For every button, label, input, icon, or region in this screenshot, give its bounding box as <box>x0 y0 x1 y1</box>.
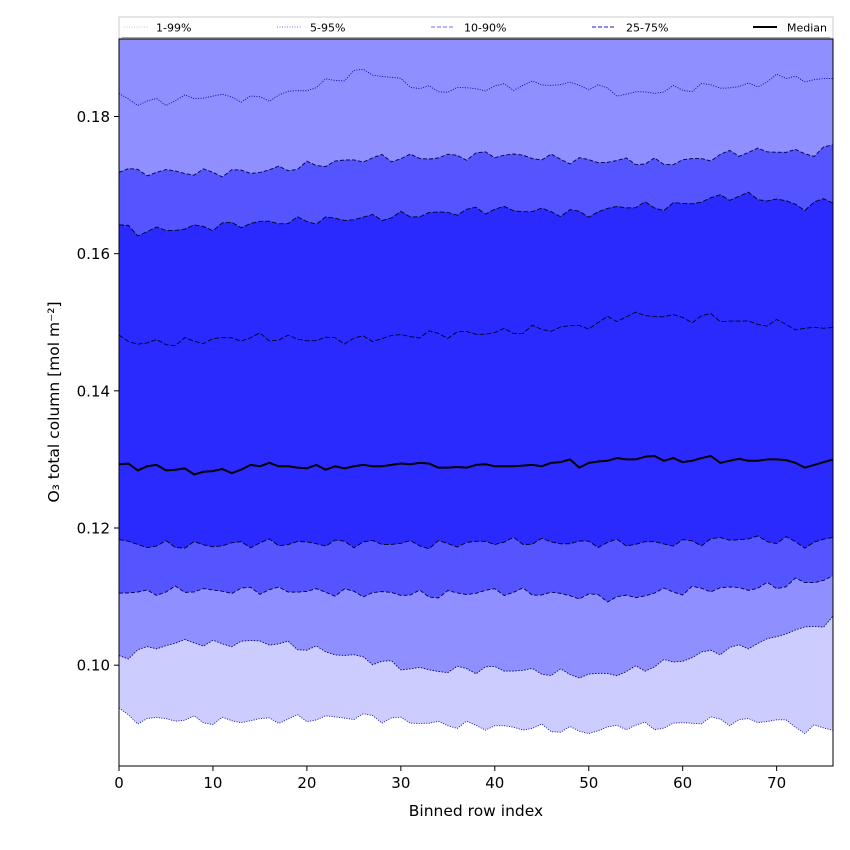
y-tick-label: 0.18 <box>77 108 110 126</box>
x-axis-label: Binned row index <box>409 802 543 820</box>
x-tick-label: 30 <box>391 774 410 792</box>
median-layer <box>119 455 833 476</box>
y-axis-label: O₃ total column [mol m⁻²] <box>45 301 63 502</box>
percentile-bands <box>119 39 833 735</box>
legend-label: Median <box>787 22 827 35</box>
legend-label: 10-90% <box>464 22 506 35</box>
x-tick-label: 20 <box>297 774 316 792</box>
legend-label: 1-99% <box>156 22 191 35</box>
band-lower-edge-5-95% <box>119 615 833 679</box>
legend-label: 5-95% <box>310 22 345 35</box>
y-tick-label: 0.16 <box>77 245 110 263</box>
band-lower-edge-10-90% <box>119 575 833 603</box>
band-upper-edge-10-90% <box>119 144 833 178</box>
x-tick-label: 70 <box>767 774 786 792</box>
band-lower-edge-1-99% <box>119 707 833 735</box>
median-line <box>119 455 833 476</box>
band-upper-edge-1-99% <box>119 68 833 107</box>
band-inner-edge <box>119 311 833 347</box>
band-lower-edge-25-75% <box>119 535 833 550</box>
x-tick-label: 0 <box>114 774 124 792</box>
x-axis: 0 10 20 30 40 50 60 70 <box>114 766 786 792</box>
y-tick-label: 0.12 <box>77 520 110 538</box>
y-tick-label: 0.14 <box>77 382 110 400</box>
y-axis: 0.10 0.12 0.14 0.16 0.18 <box>77 108 119 675</box>
plot-frame <box>118 38 834 767</box>
band-fill-25-75% <box>119 192 833 549</box>
legend: 1-99% 5-95% 10-90% 25-75% Median <box>118 16 834 39</box>
x-tick-label: 40 <box>485 774 504 792</box>
x-tick-label: 50 <box>579 774 598 792</box>
x-tick-label: 60 <box>673 774 692 792</box>
band-upper-edge-25-75% <box>119 191 833 237</box>
y-tick-label: 0.10 <box>77 657 110 675</box>
legend-label: 25-75% <box>626 22 668 35</box>
legend-items: 1-99% 5-95% 10-90% 25-75% Median <box>124 22 827 35</box>
x-tick-label: 10 <box>203 774 222 792</box>
